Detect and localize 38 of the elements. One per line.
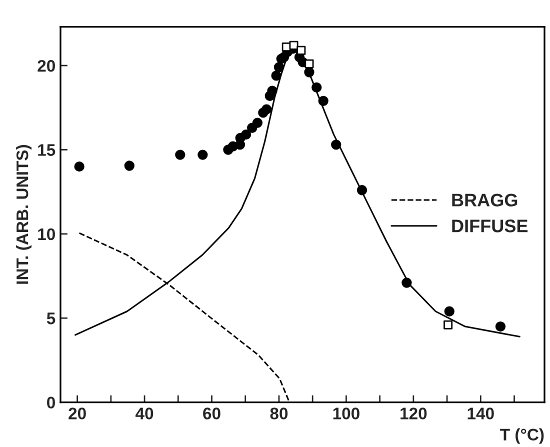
point [304, 59, 314, 68]
point [304, 67, 314, 78]
y-axis-title: INT. (ARB. UNITS) [16, 145, 32, 284]
point [444, 306, 454, 316]
point [312, 82, 322, 93]
point [402, 278, 412, 288]
point [296, 46, 306, 55]
point [356, 185, 368, 196]
point [495, 321, 506, 332]
point [318, 96, 328, 106]
x-tick-label: 80 [270, 408, 288, 420]
point [124, 160, 134, 171]
x-tick-label: 40 [136, 408, 154, 420]
y-tick-label: 10 [38, 228, 55, 240]
point [274, 62, 284, 72]
point [74, 161, 84, 172]
legend-label: BRAGG [452, 194, 518, 206]
point [289, 40, 298, 50]
point [175, 150, 186, 160]
point [261, 104, 272, 114]
x-tick-label: 60 [203, 408, 220, 420]
point [267, 86, 278, 96]
y-tick-label: 20 [38, 60, 55, 72]
point [331, 140, 342, 150]
point [252, 118, 263, 128]
legend-label: DIFFUSE [452, 220, 528, 232]
x-tick-label: 120 [400, 408, 427, 420]
point [444, 320, 453, 330]
y-tick-label: 5 [46, 312, 56, 324]
y-tick-label: 15 [38, 144, 56, 156]
x-tick-label: 20 [68, 408, 86, 420]
x-tick-label: 100 [333, 408, 360, 420]
point [198, 150, 208, 160]
y-tick-label: 0 [47, 396, 55, 409]
point [271, 70, 282, 81]
x-tick-label: 140 [468, 408, 494, 420]
x-axis-title: T (°C) [500, 428, 544, 444]
point [240, 129, 252, 140]
